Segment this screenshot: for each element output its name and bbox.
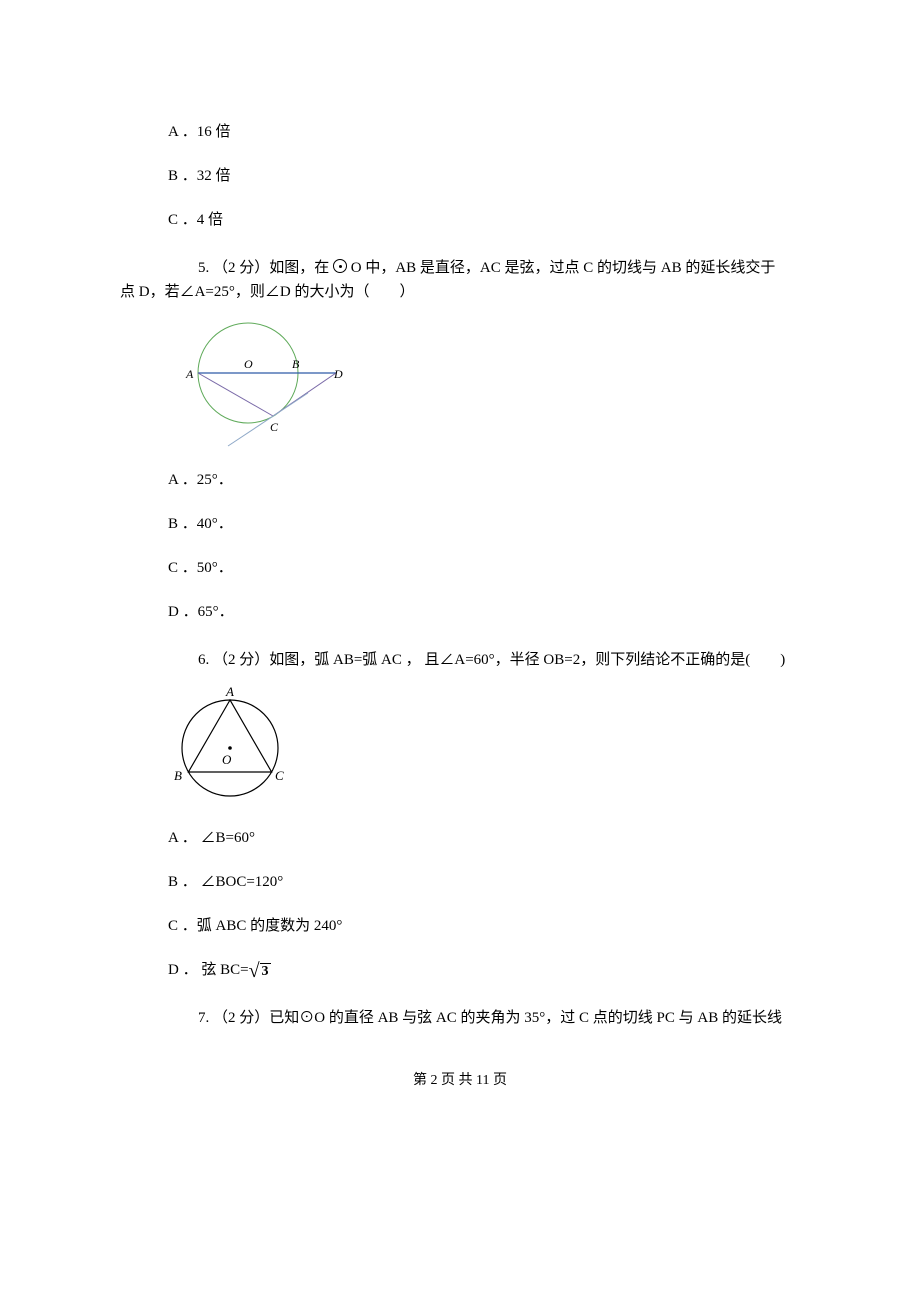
q6-label-o: O (222, 752, 232, 767)
q5-text-prefix: 5. （2 分）如图，在 (198, 260, 333, 276)
q5-option-d: D ．65°． (168, 600, 800, 624)
q6-option-c: C ．弧 ABC 的度数为 240° (168, 914, 800, 938)
q7-text: 7. （2 分）已知⊙O 的直径 AB 与弦 AC 的夹角为 35°，过 C 点… (120, 1006, 800, 1030)
q6-option-d: D ． 弦 BC=√3 (168, 958, 800, 982)
q5-label-b: B (292, 357, 300, 371)
q5-text-mid: O 中，AB 是直径，AC 是弦，过点 C 的切线与 AB 的延长线交于 (347, 260, 775, 276)
q5-text: 5. （2 分）如图，在 O 中，AB 是直径，AC 是弦，过点 C 的切线与 … (120, 256, 800, 304)
q6-label-b: B (174, 768, 182, 783)
q6-option-b: B ． ∠BOC=120° (168, 870, 800, 894)
q4-option-b: B ．32 倍 (168, 164, 800, 188)
sqrt-icon: √3 (249, 960, 271, 982)
q5-option-c: C ．50°． (168, 556, 800, 580)
q5-label-a: A (185, 367, 194, 381)
q6-svg: A B C O (168, 686, 298, 806)
q5-label-d: D (333, 367, 343, 381)
q5-label-o: O (244, 357, 253, 371)
q6-label-c: C (275, 768, 284, 783)
q6-option-d-sqrt-arg: 3 (260, 963, 271, 980)
q4-option-a: A ．16 倍 (168, 120, 800, 144)
q5-svg: A O B D C (168, 318, 368, 448)
circled-dot-icon (333, 259, 347, 273)
q6-option-a: A ． ∠B=60° (168, 826, 800, 850)
q5-figure: A O B D C (168, 318, 800, 448)
q6-label-a: A (225, 686, 234, 699)
q6-center-dot (228, 746, 232, 750)
q5-label-c: C (270, 420, 279, 434)
q6-text: 6. （2 分）如图，弧 AB=弧 AC ， 且∠A=60°，半径 OB=2，则… (120, 648, 800, 672)
q6-figure: A B C O (168, 686, 800, 806)
q5-option-b: B ．40°． (168, 512, 800, 536)
q6-option-d-prefix: D ． 弦 BC= (168, 962, 249, 978)
q4-option-c: C ．4 倍 (168, 208, 800, 232)
q5-tangent (228, 393, 308, 446)
q5-chord-ac (198, 373, 273, 416)
q7-text-line: 7. （2 分）已知⊙O 的直径 AB 与弦 AC 的夹角为 35°，过 C 点… (120, 1006, 800, 1030)
q5-text-line2: 点 D，若∠A=25°，则∠D 的大小为（ ） (120, 280, 800, 304)
q5-option-a: A ．25°． (168, 468, 800, 492)
page-footer: 第 2 页 共 11 页 (120, 1070, 800, 1092)
q6-text-line: 6. （2 分）如图，弧 AB=弧 AC ， 且∠A=60°，半径 OB=2，则… (120, 648, 800, 672)
page: A ．16 倍 B ．32 倍 C ．4 倍 5. （2 分）如图，在 O 中，… (0, 0, 920, 1132)
